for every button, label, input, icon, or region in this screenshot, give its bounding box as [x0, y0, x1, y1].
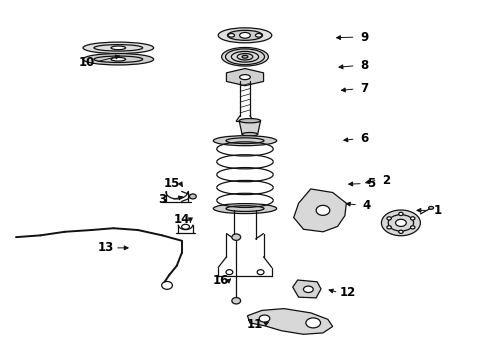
Polygon shape: [294, 189, 346, 232]
Ellipse shape: [239, 118, 261, 123]
Ellipse shape: [395, 219, 406, 226]
Ellipse shape: [83, 42, 154, 54]
Ellipse shape: [255, 33, 262, 37]
Ellipse shape: [242, 55, 248, 58]
Ellipse shape: [387, 217, 392, 220]
Text: 16: 16: [213, 274, 229, 287]
Ellipse shape: [83, 54, 154, 65]
Polygon shape: [239, 121, 261, 134]
Ellipse shape: [228, 33, 235, 37]
Text: 15: 15: [164, 177, 180, 190]
Ellipse shape: [240, 32, 250, 38]
Ellipse shape: [399, 212, 403, 216]
Ellipse shape: [259, 315, 270, 322]
Text: 9: 9: [360, 31, 368, 44]
Polygon shape: [247, 309, 333, 334]
Ellipse shape: [111, 46, 125, 50]
Ellipse shape: [226, 270, 233, 275]
Ellipse shape: [387, 226, 392, 229]
Ellipse shape: [316, 205, 330, 215]
Text: 14: 14: [173, 213, 190, 226]
Ellipse shape: [399, 230, 403, 233]
Text: 4: 4: [363, 198, 371, 212]
Ellipse shape: [232, 297, 241, 304]
Text: 10: 10: [78, 55, 95, 69]
Polygon shape: [293, 280, 321, 298]
Text: 3: 3: [158, 193, 166, 206]
Ellipse shape: [213, 203, 277, 213]
Ellipse shape: [240, 75, 250, 80]
Text: 12: 12: [339, 286, 355, 299]
Ellipse shape: [411, 217, 415, 220]
Ellipse shape: [111, 58, 125, 61]
Ellipse shape: [218, 28, 272, 43]
Ellipse shape: [381, 210, 420, 236]
Text: 5: 5: [368, 177, 376, 190]
Text: 2: 2: [382, 174, 391, 186]
Ellipse shape: [429, 206, 434, 209]
Text: 13: 13: [98, 241, 114, 255]
Ellipse shape: [242, 132, 258, 136]
Ellipse shape: [190, 194, 196, 199]
Text: 8: 8: [360, 59, 368, 72]
Ellipse shape: [232, 234, 241, 240]
Ellipse shape: [411, 226, 415, 229]
Ellipse shape: [221, 48, 269, 66]
Text: 1: 1: [433, 204, 441, 217]
Ellipse shape: [306, 318, 320, 328]
Text: 7: 7: [360, 82, 368, 95]
Ellipse shape: [257, 270, 264, 275]
Ellipse shape: [227, 30, 263, 40]
Ellipse shape: [213, 136, 277, 146]
Polygon shape: [226, 68, 264, 86]
Text: 11: 11: [246, 318, 263, 331]
Text: 6: 6: [360, 132, 368, 145]
Ellipse shape: [303, 286, 313, 293]
